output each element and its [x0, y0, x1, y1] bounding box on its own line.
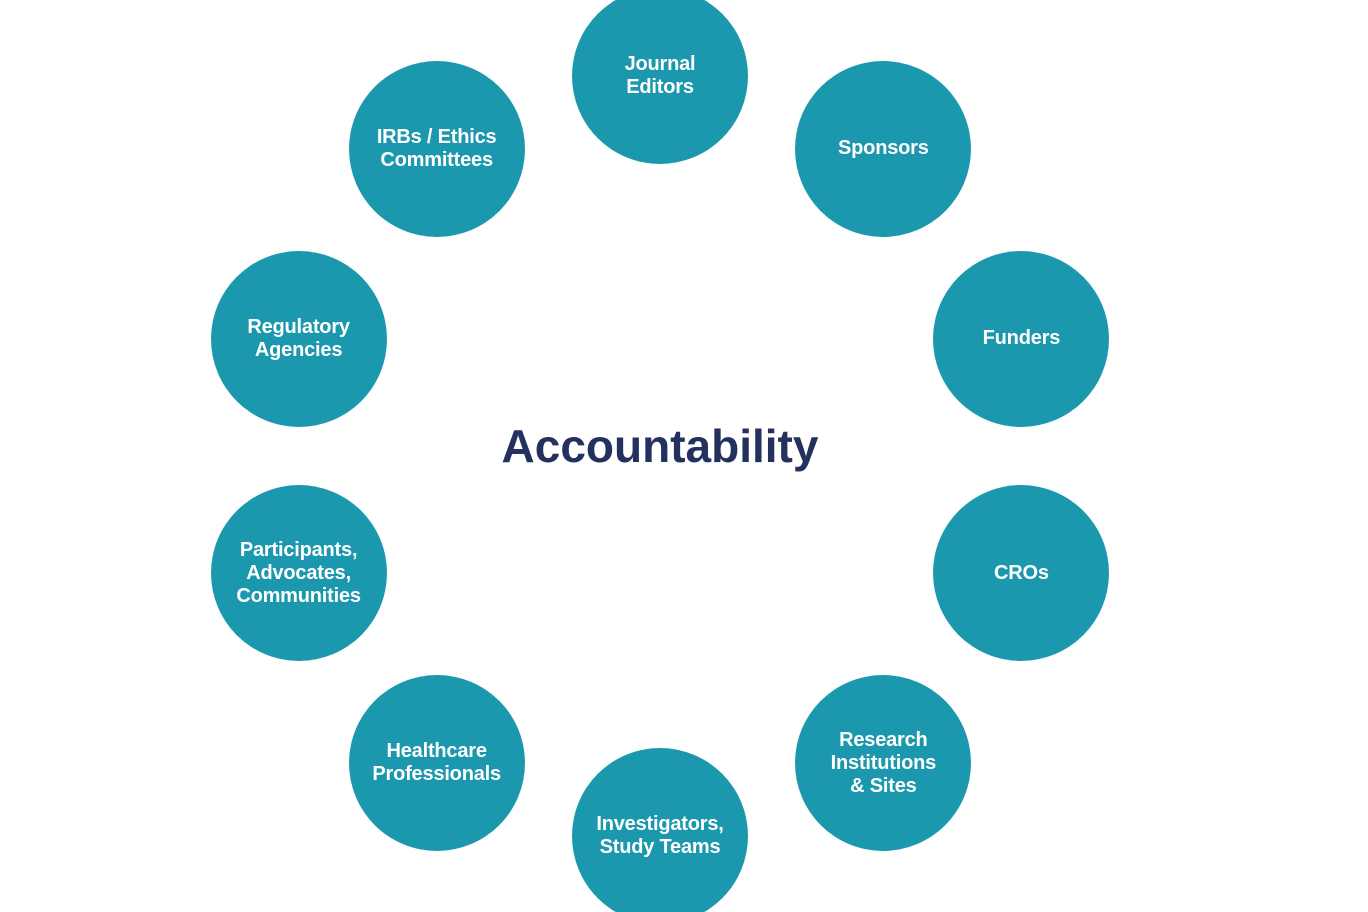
- node-label: Journal Editors: [582, 53, 738, 99]
- node-irbs-ethics: IRBs / Ethics Committees: [349, 61, 525, 237]
- node-label: Research Institutions & Sites: [805, 729, 961, 798]
- node-label: Regulatory Agencies: [221, 316, 377, 362]
- node-label: IRBs / Ethics Committees: [359, 126, 515, 172]
- diagram-center-label: Accountability: [502, 419, 819, 473]
- node-funders: Funders: [933, 251, 1109, 427]
- node-cros: CROs: [933, 485, 1109, 661]
- node-label: Investigators, Study Teams: [582, 813, 738, 859]
- node-label: Sponsors: [805, 137, 961, 160]
- node-label: Funders: [943, 327, 1099, 350]
- node-healthcare-pros: Healthcare Professionals: [349, 675, 525, 851]
- node-journal-editors: Journal Editors: [572, 0, 748, 164]
- node-investigators: Investigators, Study Teams: [572, 748, 748, 912]
- node-label: Healthcare Professionals: [359, 740, 515, 786]
- node-label: CROs: [943, 562, 1099, 585]
- diagram-stage: Accountability Journal Editors Sponsors Fu…: [0, 0, 1368, 912]
- node-sponsors: Sponsors: [795, 61, 971, 237]
- node-participants: Participants, Advocates, Communities: [211, 485, 387, 661]
- node-label: Participants, Advocates, Communities: [221, 539, 377, 608]
- node-regulatory-agencies: Regulatory Agencies: [211, 251, 387, 427]
- node-research-institutions: Research Institutions & Sites: [795, 675, 971, 851]
